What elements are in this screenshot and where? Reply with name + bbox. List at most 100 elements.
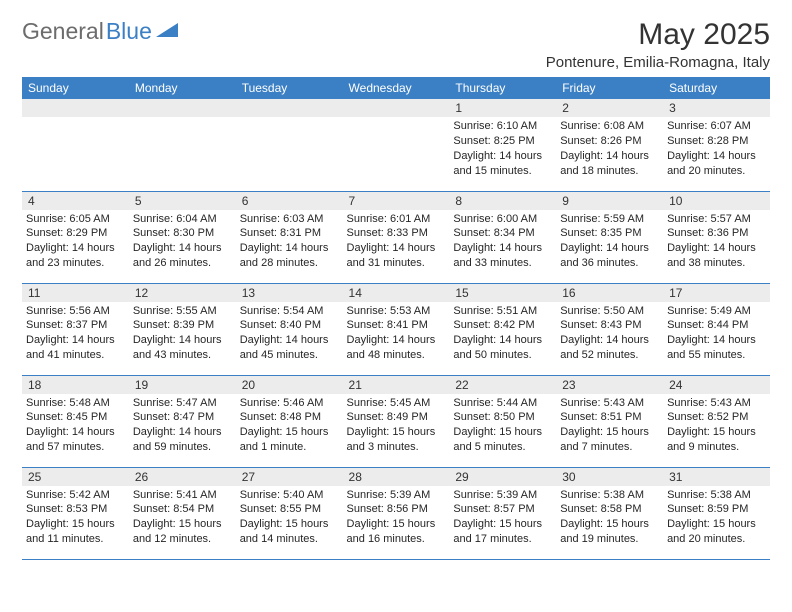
day-number: 24 [663, 376, 770, 394]
day-number: 2 [556, 99, 663, 117]
calendar-cell [129, 99, 236, 191]
calendar-cell: 21Sunrise: 5:45 AMSunset: 8:49 PMDayligh… [343, 375, 450, 467]
calendar-row: 18Sunrise: 5:48 AMSunset: 8:45 PMDayligh… [22, 375, 770, 467]
day-header: Saturday [663, 77, 770, 99]
day-details: Sunrise: 5:39 AMSunset: 8:56 PMDaylight:… [343, 486, 450, 551]
calendar-cell: 11Sunrise: 5:56 AMSunset: 8:37 PMDayligh… [22, 283, 129, 375]
day-details: Sunrise: 5:56 AMSunset: 8:37 PMDaylight:… [22, 302, 129, 367]
calendar-cell: 22Sunrise: 5:44 AMSunset: 8:50 PMDayligh… [449, 375, 556, 467]
day-details: Sunrise: 5:55 AMSunset: 8:39 PMDaylight:… [129, 302, 236, 367]
calendar-cell: 23Sunrise: 5:43 AMSunset: 8:51 PMDayligh… [556, 375, 663, 467]
calendar-cell [236, 99, 343, 191]
day-details: Sunrise: 6:00 AMSunset: 8:34 PMDaylight:… [449, 210, 556, 275]
day-number: 20 [236, 376, 343, 394]
calendar-row: 4Sunrise: 6:05 AMSunset: 8:29 PMDaylight… [22, 191, 770, 283]
calendar-cell: 27Sunrise: 5:40 AMSunset: 8:55 PMDayligh… [236, 467, 343, 559]
month-title: May 2025 [546, 18, 770, 52]
calendar-cell: 9Sunrise: 5:59 AMSunset: 8:35 PMDaylight… [556, 191, 663, 283]
calendar-cell: 8Sunrise: 6:00 AMSunset: 8:34 PMDaylight… [449, 191, 556, 283]
calendar-cell: 15Sunrise: 5:51 AMSunset: 8:42 PMDayligh… [449, 283, 556, 375]
day-number: 10 [663, 192, 770, 210]
day-number: 9 [556, 192, 663, 210]
day-details: Sunrise: 5:40 AMSunset: 8:55 PMDaylight:… [236, 486, 343, 551]
day-number: 25 [22, 468, 129, 486]
day-details: Sunrise: 5:39 AMSunset: 8:57 PMDaylight:… [449, 486, 556, 551]
calendar-cell: 26Sunrise: 5:41 AMSunset: 8:54 PMDayligh… [129, 467, 236, 559]
calendar-cell: 4Sunrise: 6:05 AMSunset: 8:29 PMDaylight… [22, 191, 129, 283]
day-number: 31 [663, 468, 770, 486]
day-number: 28 [343, 468, 450, 486]
day-details: Sunrise: 6:10 AMSunset: 8:25 PMDaylight:… [449, 117, 556, 182]
day-details: Sunrise: 6:01 AMSunset: 8:33 PMDaylight:… [343, 210, 450, 275]
day-number-empty [343, 99, 450, 117]
day-number: 16 [556, 284, 663, 302]
day-header: Friday [556, 77, 663, 99]
day-header: Thursday [449, 77, 556, 99]
calendar-cell: 30Sunrise: 5:38 AMSunset: 8:58 PMDayligh… [556, 467, 663, 559]
day-details: Sunrise: 6:08 AMSunset: 8:26 PMDaylight:… [556, 117, 663, 182]
day-details: Sunrise: 5:48 AMSunset: 8:45 PMDaylight:… [22, 394, 129, 459]
day-header: Monday [129, 77, 236, 99]
day-number: 29 [449, 468, 556, 486]
day-number: 13 [236, 284, 343, 302]
day-header: Wednesday [343, 77, 450, 99]
day-details: Sunrise: 6:05 AMSunset: 8:29 PMDaylight:… [22, 210, 129, 275]
day-number: 1 [449, 99, 556, 117]
calendar-cell: 7Sunrise: 6:01 AMSunset: 8:33 PMDaylight… [343, 191, 450, 283]
day-details: Sunrise: 5:57 AMSunset: 8:36 PMDaylight:… [663, 210, 770, 275]
day-number: 26 [129, 468, 236, 486]
day-header: Tuesday [236, 77, 343, 99]
day-number: 23 [556, 376, 663, 394]
calendar-cell: 2Sunrise: 6:08 AMSunset: 8:26 PMDaylight… [556, 99, 663, 191]
day-number: 17 [663, 284, 770, 302]
day-number: 5 [129, 192, 236, 210]
calendar-cell: 24Sunrise: 5:43 AMSunset: 8:52 PMDayligh… [663, 375, 770, 467]
calendar-table: Sunday Monday Tuesday Wednesday Thursday… [22, 77, 770, 560]
calendar-cell: 19Sunrise: 5:47 AMSunset: 8:47 PMDayligh… [129, 375, 236, 467]
day-number: 19 [129, 376, 236, 394]
day-details: Sunrise: 6:03 AMSunset: 8:31 PMDaylight:… [236, 210, 343, 275]
day-details: Sunrise: 5:38 AMSunset: 8:58 PMDaylight:… [556, 486, 663, 551]
calendar-cell: 10Sunrise: 5:57 AMSunset: 8:36 PMDayligh… [663, 191, 770, 283]
day-details: Sunrise: 6:07 AMSunset: 8:28 PMDaylight:… [663, 117, 770, 182]
calendar-cell: 3Sunrise: 6:07 AMSunset: 8:28 PMDaylight… [663, 99, 770, 191]
calendar-cell: 13Sunrise: 5:54 AMSunset: 8:40 PMDayligh… [236, 283, 343, 375]
day-details: Sunrise: 6:04 AMSunset: 8:30 PMDaylight:… [129, 210, 236, 275]
day-details: Sunrise: 5:47 AMSunset: 8:47 PMDaylight:… [129, 394, 236, 459]
location: Pontenure, Emilia-Romagna, Italy [546, 54, 770, 71]
day-number: 27 [236, 468, 343, 486]
calendar-cell: 25Sunrise: 5:42 AMSunset: 8:53 PMDayligh… [22, 467, 129, 559]
day-details: Sunrise: 5:54 AMSunset: 8:40 PMDaylight:… [236, 302, 343, 367]
logo-triangle-icon [156, 18, 180, 45]
logo-text-part1: General [22, 18, 104, 45]
calendar-row: 11Sunrise: 5:56 AMSunset: 8:37 PMDayligh… [22, 283, 770, 375]
day-number: 21 [343, 376, 450, 394]
day-details: Sunrise: 5:49 AMSunset: 8:44 PMDaylight:… [663, 302, 770, 367]
calendar-cell: 28Sunrise: 5:39 AMSunset: 8:56 PMDayligh… [343, 467, 450, 559]
calendar-cell: 1Sunrise: 6:10 AMSunset: 8:25 PMDaylight… [449, 99, 556, 191]
day-details: Sunrise: 5:38 AMSunset: 8:59 PMDaylight:… [663, 486, 770, 551]
day-number: 30 [556, 468, 663, 486]
day-number-empty [236, 99, 343, 117]
calendar-cell: 16Sunrise: 5:50 AMSunset: 8:43 PMDayligh… [556, 283, 663, 375]
logo: GeneralBlue [22, 18, 180, 45]
day-details: Sunrise: 5:45 AMSunset: 8:49 PMDaylight:… [343, 394, 450, 459]
day-number: 4 [22, 192, 129, 210]
day-details: Sunrise: 5:51 AMSunset: 8:42 PMDaylight:… [449, 302, 556, 367]
calendar-cell: 29Sunrise: 5:39 AMSunset: 8:57 PMDayligh… [449, 467, 556, 559]
calendar-cell [22, 99, 129, 191]
day-details: Sunrise: 5:46 AMSunset: 8:48 PMDaylight:… [236, 394, 343, 459]
day-details: Sunrise: 5:43 AMSunset: 8:51 PMDaylight:… [556, 394, 663, 459]
day-number-empty [129, 99, 236, 117]
day-header-row: Sunday Monday Tuesday Wednesday Thursday… [22, 77, 770, 99]
calendar-row: 1Sunrise: 6:10 AMSunset: 8:25 PMDaylight… [22, 99, 770, 191]
day-number: 8 [449, 192, 556, 210]
calendar-cell [343, 99, 450, 191]
day-details: Sunrise: 5:44 AMSunset: 8:50 PMDaylight:… [449, 394, 556, 459]
day-details: Sunrise: 5:53 AMSunset: 8:41 PMDaylight:… [343, 302, 450, 367]
calendar-cell: 17Sunrise: 5:49 AMSunset: 8:44 PMDayligh… [663, 283, 770, 375]
day-details: Sunrise: 5:41 AMSunset: 8:54 PMDaylight:… [129, 486, 236, 551]
day-details: Sunrise: 5:50 AMSunset: 8:43 PMDaylight:… [556, 302, 663, 367]
calendar-cell: 12Sunrise: 5:55 AMSunset: 8:39 PMDayligh… [129, 283, 236, 375]
calendar-cell: 18Sunrise: 5:48 AMSunset: 8:45 PMDayligh… [22, 375, 129, 467]
